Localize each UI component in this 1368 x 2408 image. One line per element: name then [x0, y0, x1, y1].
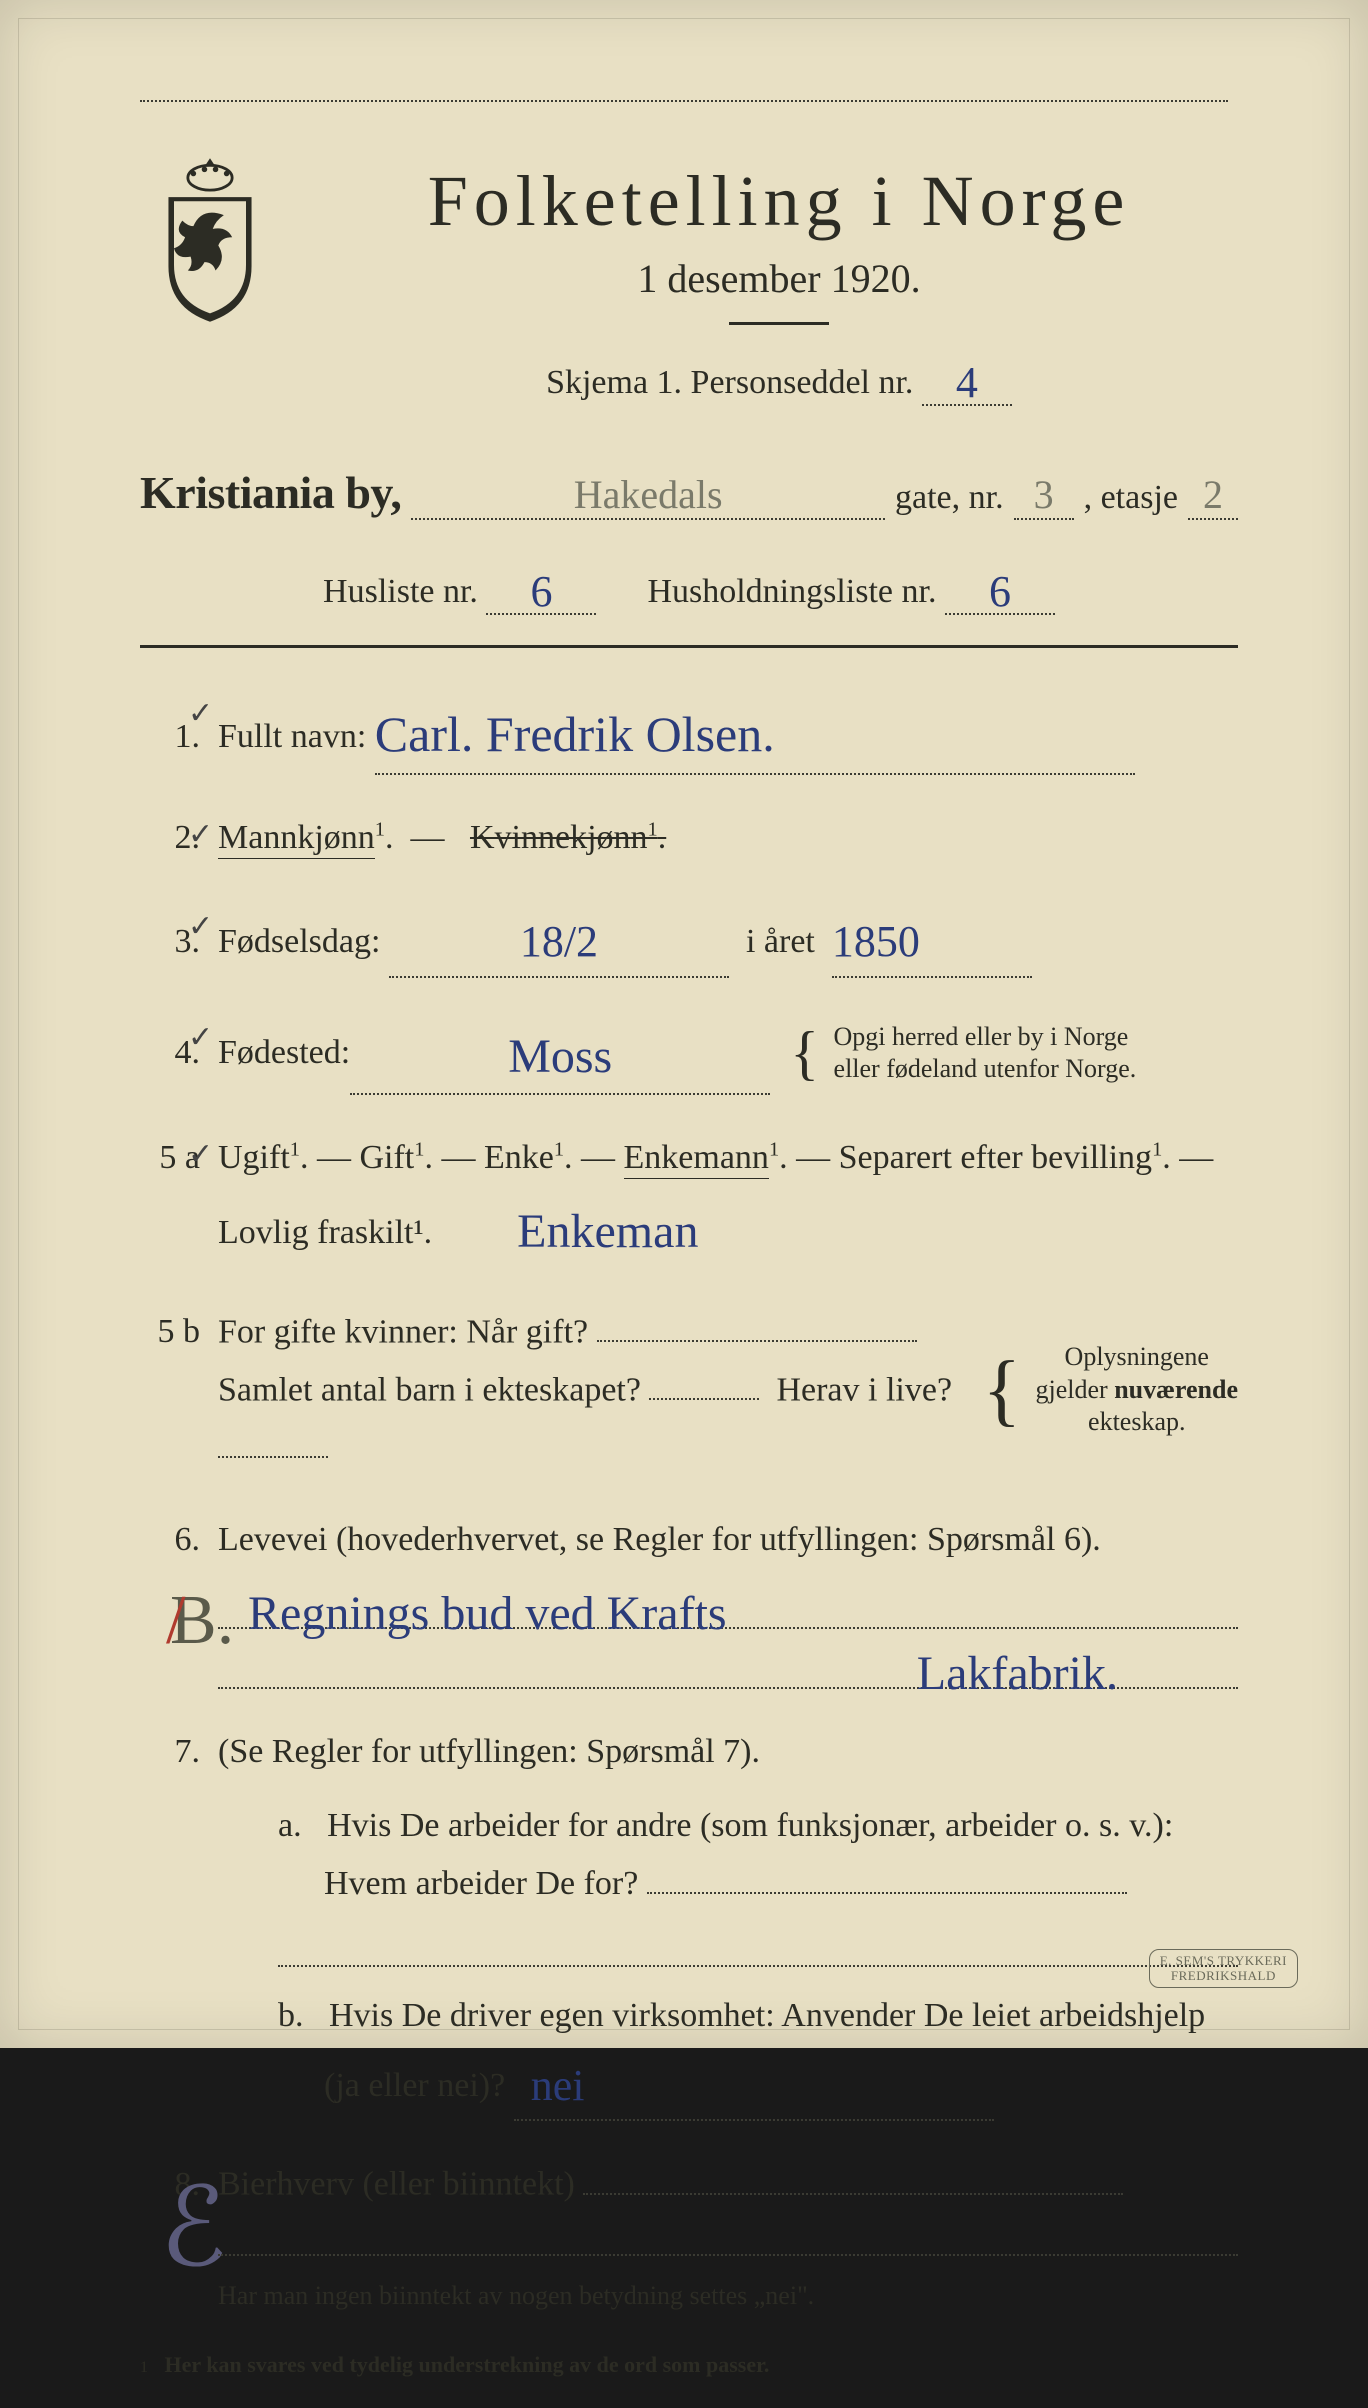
title-rule	[729, 322, 829, 325]
title-block: Folketelling i Norge 1 desember 1920. Sk…	[320, 160, 1238, 406]
q5b-note-l1: Oplysningene	[1065, 1342, 1209, 1371]
dotted-top-rule	[140, 100, 1228, 102]
content-area: Folketelling i Norge 1 desember 1920. Sk…	[50, 60, 1318, 2408]
gate-nr: 3	[1034, 472, 1054, 517]
city-row: Kristiania by, Hakedals gate, nr. 3 , et…	[140, 466, 1238, 520]
skjema-label: Skjema 1. Personseddel nr.	[546, 364, 913, 401]
stamp-l2: FREDRIKSHALD	[1171, 1968, 1276, 1983]
husholdning-label: Husholdningsliste nr.	[647, 573, 936, 610]
date-subtitle: 1 desember 1920.	[320, 255, 1238, 302]
q6-line1: Regnings bud ved Krafts	[218, 1587, 727, 1640]
q3-year: 1850	[832, 917, 920, 966]
skjema-row: Skjema 1. Personseddel nr. 4	[320, 353, 1238, 406]
q7b-l1: Hvis De driver egen virksomhet: Anvender…	[329, 1997, 1205, 2034]
q4-note-l2: eller fødeland utenfor Norge.	[834, 1054, 1137, 1083]
q8-note: Har man ingen biinntekt av nogen betydni…	[218, 2274, 1238, 2318]
q5a-answer: Enkeman	[517, 1205, 698, 1258]
husliste-label: Husliste nr.	[323, 573, 478, 610]
q5b-note-l3: ekteskap.	[1088, 1407, 1185, 1436]
etasje-label: , etasje	[1084, 479, 1178, 517]
q7-label: (Se Regler for utfyllingen: Spørsmål 7).	[218, 1733, 760, 1770]
coat-of-arms-icon	[140, 150, 280, 330]
header: Folketelling i Norge 1 desember 1920. Sk…	[140, 160, 1238, 406]
q4-note-l1: Opgi herred eller by i Norge	[834, 1022, 1129, 1051]
checkmark-icon: ✓	[188, 1012, 213, 1063]
footnote: 1 Her kan svares ved tydelig understrekn…	[140, 2352, 1238, 2378]
q7a-l1: Hvis De arbeider for andre (som funksjon…	[327, 1807, 1173, 1844]
q6-line2: Lakfabrik.	[917, 1647, 1118, 1700]
page-title: Folketelling i Norge	[320, 160, 1238, 243]
question-5b: 5 b For gifte kvinner: Når gift? Samlet …	[140, 1303, 1238, 1478]
husholdning-nr: 6	[989, 567, 1011, 616]
question-4: ✓ 4. Fødested: Moss { Opgi herred eller …	[140, 1012, 1238, 1096]
q5b-l2b: Herav i live?	[776, 1371, 952, 1408]
q2-mann: Mannkjønn	[218, 819, 375, 856]
question-7: 7. (Se Regler for utfyllingen: Spørsmål …	[140, 1723, 1238, 2121]
q5a-l2: Lovlig fraskilt¹.	[218, 1214, 432, 1251]
q4-note: Opgi herred eller by i Norge eller fødel…	[834, 1021, 1137, 1086]
footnote-text: Her kan svares ved tydelig understreknin…	[165, 2352, 770, 2377]
city-label: Kristiania by,	[140, 466, 401, 519]
q3-day: 18/2	[520, 917, 598, 966]
q3-label: Fødselsdag:	[218, 923, 380, 960]
husliste-nr: 6	[530, 567, 552, 616]
q8-label: Bierhverv (eller biinntekt)	[218, 2166, 575, 2203]
husliste-row: Husliste nr. 6 Husholdningsliste nr. 6	[140, 562, 1238, 615]
street-name: Hakedals	[574, 472, 723, 517]
question-2: ✓ 2. Mannkjønn1. — Kvinnekjønn1.	[140, 809, 1238, 867]
q6-label: Levevei (hovederhvervet, se Regler for u…	[218, 1521, 1101, 1558]
q7b-label: b.	[278, 1997, 304, 2034]
personseddel-nr: 4	[956, 358, 978, 407]
q2-kvinne: Kvinnekjønn	[470, 819, 648, 856]
q7a-label: a.	[278, 1807, 302, 1844]
printer-stamp: E. SEM'S TRYKKERI FREDRIKSHALD	[1149, 1949, 1298, 1988]
q7b-l2: (ja eller nei)?	[278, 2067, 505, 2104]
question-1: ✓ 1. Fullt navn: Carl. Fredrik Olsen.	[140, 688, 1238, 775]
checkmark-icon: ✓	[188, 1129, 213, 1180]
question-8: ℰ 8. Bierhverv (eller biinntekt) Har man…	[140, 2155, 1238, 2317]
q1-label: Fullt navn:	[218, 718, 366, 755]
checkmark-icon: ✓	[188, 688, 213, 739]
checkmark-icon: ✓	[188, 809, 213, 860]
section-rule	[140, 645, 1238, 648]
checkmark-icon: ✓	[188, 901, 213, 952]
q7-num: 7.	[140, 1723, 200, 1781]
q5b-l1: For gifte kvinner: Når gift?	[218, 1313, 588, 1350]
q4-value: Moss	[508, 1030, 612, 1083]
document-page: Folketelling i Norge 1 desember 1920. Sk…	[0, 0, 1368, 2048]
q7a-l2: Hvem arbeider De for?	[278, 1865, 638, 1902]
question-6: / B. 6. Levevei (hovederhvervet, se Regl…	[140, 1511, 1238, 1689]
etasje-nr: 2	[1203, 472, 1223, 517]
q3-year-label: i året	[746, 923, 815, 960]
stamp-l1: E. SEM'S TRYKKERI	[1160, 1953, 1287, 1968]
q5b-note: Oplysningene gjelder nuværende ekteskap.	[1036, 1341, 1238, 1439]
question-5a: ✓ 5 a Ugift1. — Gift1. — Enke1. — Enkema…	[140, 1129, 1238, 1268]
q7b-answer: nei	[531, 2061, 585, 2110]
q1-value: Carl. Fredrik Olsen.	[375, 706, 775, 762]
footnote-marker: 1	[140, 2359, 148, 2376]
q5b-l2a: Samlet antal barn i ekteskapet?	[218, 1371, 641, 1408]
margin-mark-8: ℰ	[160, 2135, 227, 2322]
q5b-num: 5 b	[140, 1303, 200, 1361]
q4-label: Fødested:	[218, 1024, 350, 1082]
gate-label: gate, nr.	[895, 479, 1004, 517]
question-3: ✓ 3. Fødselsdag: 18/2 i året 1850	[140, 901, 1238, 978]
